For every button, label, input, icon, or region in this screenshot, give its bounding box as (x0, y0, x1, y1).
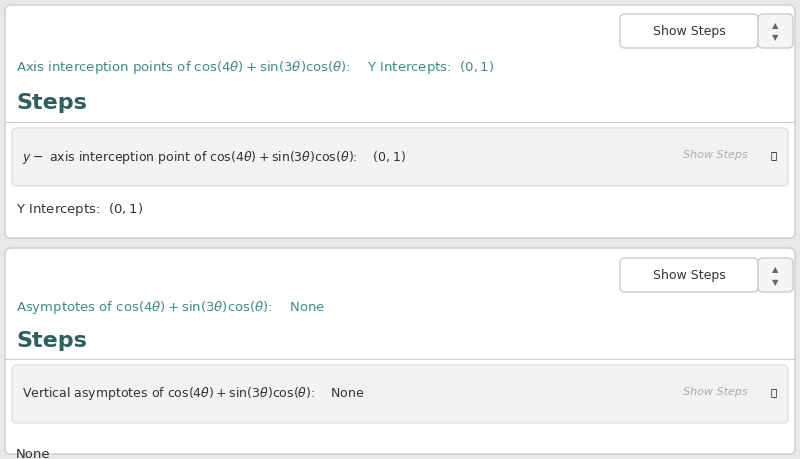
Text: Asymptotes of $\cos(4\theta) + \sin(3\theta)\cos(\theta)$:    None: Asymptotes of $\cos(4\theta) + \sin(3\th… (16, 300, 325, 317)
FancyBboxPatch shape (620, 14, 758, 48)
Text: Show Steps: Show Steps (683, 150, 748, 160)
FancyBboxPatch shape (758, 258, 793, 292)
Text: Steps: Steps (16, 93, 87, 113)
Text: ▲: ▲ (772, 265, 778, 274)
FancyBboxPatch shape (12, 128, 788, 186)
Text: Vertical asymptotes of $\cos(4\theta) + \sin(3\theta)\cos(\theta)$:    None: Vertical asymptotes of $\cos(4\theta) + … (22, 386, 365, 403)
Text: Show Steps: Show Steps (653, 269, 726, 281)
FancyBboxPatch shape (620, 258, 758, 292)
Text: 🔒: 🔒 (771, 387, 777, 397)
FancyBboxPatch shape (12, 365, 788, 423)
Text: Show Steps: Show Steps (683, 387, 748, 397)
Text: Steps: Steps (16, 331, 87, 351)
Text: ▲: ▲ (772, 22, 778, 30)
Text: Show Steps: Show Steps (653, 24, 726, 38)
FancyBboxPatch shape (758, 14, 793, 48)
Text: ▼: ▼ (772, 34, 778, 43)
FancyBboxPatch shape (5, 248, 795, 454)
FancyBboxPatch shape (5, 5, 795, 238)
Text: Axis interception points of $\cos(4\theta) + \sin(3\theta)\cos(\theta)$:    Y In: Axis interception points of $\cos(4\thet… (16, 60, 494, 77)
Text: 🔒: 🔒 (771, 150, 777, 160)
Text: Y Intercepts:  $(0, 1)$: Y Intercepts: $(0, 1)$ (16, 202, 143, 218)
Text: None: None (16, 448, 50, 459)
Text: ▼: ▼ (772, 279, 778, 287)
Text: $y -$ axis interception point of $\cos(4\theta) + \sin(3\theta)\cos(\theta)$:   : $y -$ axis interception point of $\cos(4… (22, 149, 406, 166)
